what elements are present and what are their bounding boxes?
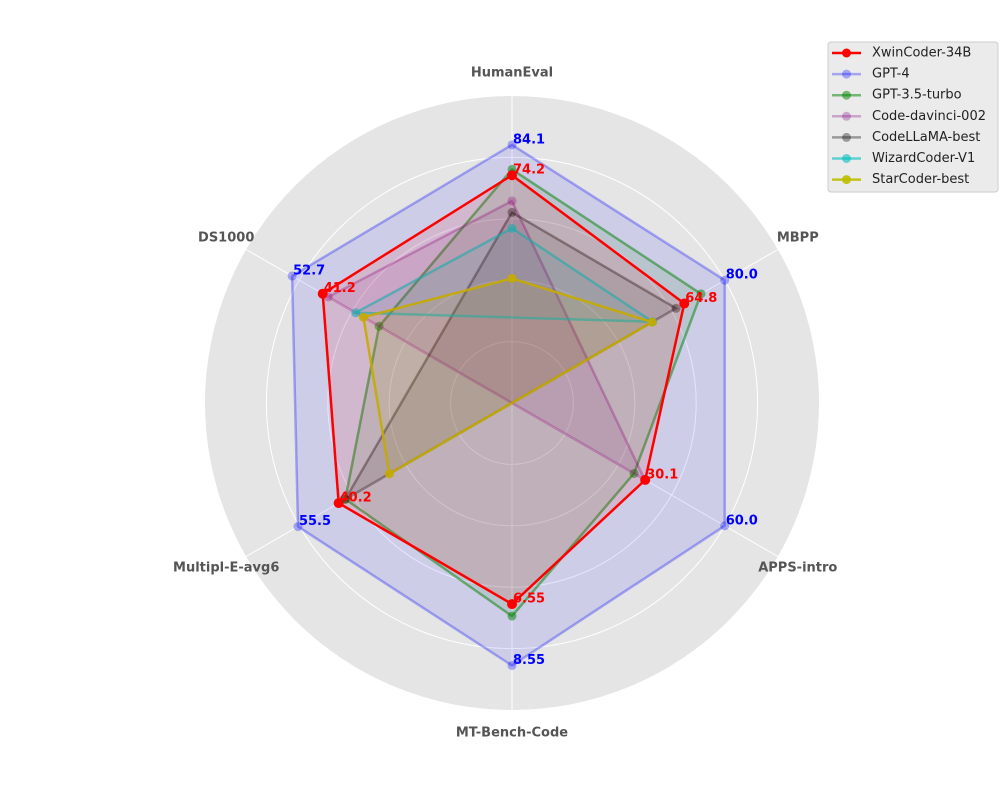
data-point — [647, 317, 657, 327]
axis-label: MT-Bench-Code — [456, 726, 568, 741]
value-labels: 74.2 64.8 30.1 6.55 40.2 41.2 84.1 80.0 60.0 8.55… — [293, 132, 758, 668]
legend-label: Code-davinci-002 — [872, 109, 986, 124]
axis-label: APPS-intro — [758, 561, 837, 576]
data-point — [696, 289, 706, 299]
value-label: 52.7 — [293, 264, 325, 279]
data-point — [507, 223, 517, 233]
series-layer — [287, 140, 730, 670]
data-point — [507, 140, 517, 150]
legend-marker — [842, 132, 851, 142]
legend-label: StarCoder-best — [872, 172, 969, 187]
data-point — [671, 303, 681, 313]
series-fill — [328, 201, 645, 480]
legend-box — [827, 41, 999, 193]
data-point — [507, 170, 517, 181]
data-point — [679, 298, 690, 309]
legend-marker — [842, 175, 851, 185]
value-label: 74.2 — [513, 163, 545, 178]
value-label: 41.2 — [324, 281, 356, 296]
series-fill — [345, 169, 701, 617]
legend-marker — [842, 48, 851, 58]
legend-label: GPT-4 — [872, 67, 910, 82]
data-point — [720, 275, 730, 285]
legend-label: WizardCoder-V1 — [872, 151, 975, 166]
legend-label: XwinCoder-34B — [872, 46, 971, 61]
series-fill — [345, 212, 676, 500]
data-point — [507, 273, 517, 283]
data-point — [287, 271, 297, 281]
data-point — [629, 468, 639, 478]
data-point — [333, 498, 344, 509]
value-label: 80.0 — [726, 268, 758, 283]
data-point — [384, 469, 394, 479]
series-gpt-3.5-turbo — [340, 164, 706, 621]
legend-entry: Code-davinci-002 — [832, 109, 986, 124]
legend-entry: CodeLLaMA-best — [832, 130, 980, 145]
legend-marker — [842, 90, 851, 100]
legend-marker — [842, 154, 851, 163]
data-point — [293, 522, 303, 532]
legend-entry: StarCoder-best — [832, 172, 969, 187]
value-label: 60.0 — [726, 513, 758, 528]
data-point — [507, 660, 517, 670]
value-label: 55.5 — [299, 514, 331, 529]
data-point — [351, 308, 361, 318]
axis-label: DS1000 — [198, 231, 254, 246]
value-label: 40.2 — [340, 491, 372, 506]
series-fill — [322, 175, 685, 605]
data-point — [640, 474, 651, 485]
legend-entry: XwinCoder-34B — [832, 46, 971, 61]
series-line — [351, 226, 657, 324]
legend-entry: GPT-4 — [832, 67, 910, 82]
legend-marker — [842, 69, 851, 79]
axis-label: MBPP — [777, 231, 819, 246]
series-xwincoder-34b — [317, 170, 690, 610]
data-point — [507, 207, 517, 217]
data-point — [507, 196, 517, 206]
axis-label: Multipl-E-avg6 — [173, 561, 279, 576]
value-label: 84.1 — [513, 132, 545, 147]
legend-marker — [842, 111, 851, 121]
series-fill — [363, 278, 653, 474]
legend-entry: WizardCoder-V1 — [832, 151, 975, 166]
axis-label: HumanEval — [471, 66, 553, 81]
series-line — [325, 199, 648, 483]
value-label: 64.8 — [685, 291, 717, 306]
data-point — [507, 611, 517, 621]
legend: XwinCoder-34B GPT-4 GPT-3.5-turbo Code-davi… — [827, 41, 999, 193]
value-label: 6.55 — [513, 592, 545, 607]
legend-label: GPT-3.5-turbo — [872, 88, 962, 103]
value-label: 8.55 — [513, 653, 545, 668]
data-point — [720, 521, 730, 531]
value-label: 30.1 — [646, 467, 678, 482]
legend-label: CodeLLaMA-best — [872, 130, 980, 145]
legend-entry: GPT-3.5-turbo — [832, 88, 962, 103]
data-point — [358, 312, 368, 322]
data-point — [507, 599, 517, 610]
data-point — [317, 288, 328, 299]
series-starcoder-best — [358, 273, 657, 479]
series-line — [290, 143, 726, 667]
axis-labels: HumanEval MBPP APPS-intro MT-Bench-Code Mult… — [173, 66, 837, 741]
data-point — [374, 321, 384, 331]
